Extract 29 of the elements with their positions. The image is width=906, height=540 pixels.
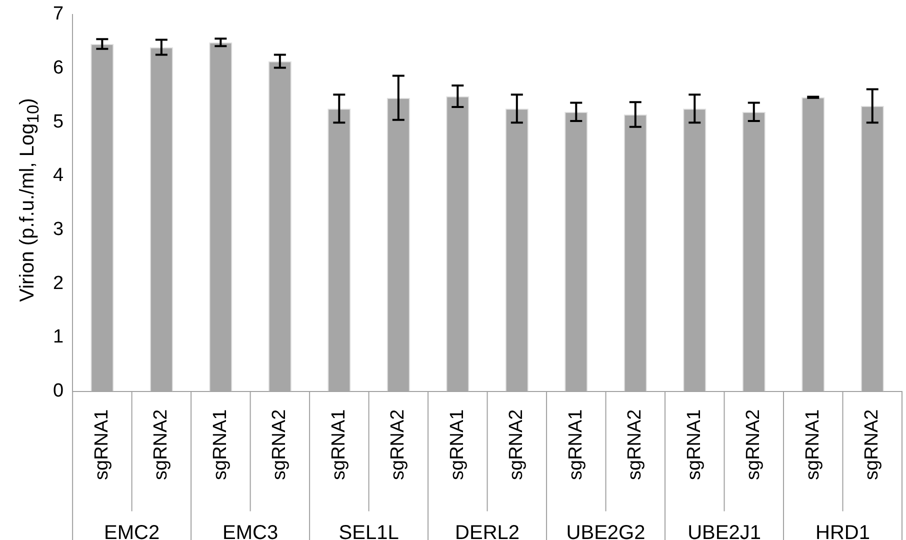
y-tick-label: 3 — [52, 218, 64, 240]
x-tick-label: sgRNA2 — [624, 409, 646, 480]
x-tick-label: sgRNA2 — [388, 409, 409, 480]
y-tick-label: 0 — [52, 380, 64, 402]
y-tick-label: 5 — [52, 111, 64, 132]
x-tick-label: sgRNA1 — [565, 409, 586, 480]
text: DERL2 — [455, 522, 520, 540]
text: EMC3 — [222, 522, 278, 540]
y-tick-label: 4 — [52, 165, 64, 186]
x-tick-label: sgRNA2 — [269, 409, 290, 480]
y-tick-label: 2 — [52, 272, 64, 294]
text: UBE2G2 — [566, 522, 646, 540]
x-tick-label: sgRNA1 — [91, 409, 112, 480]
x-tick-label: sgRNA1 — [446, 409, 468, 480]
y-tick-label: 7 — [52, 4, 64, 25]
text: EMC2 — [104, 522, 160, 540]
x-tick-label: sgRNA2 — [506, 409, 528, 480]
x-tick-label: sgRNA2 — [862, 409, 883, 480]
text: UBE2J1 — [688, 522, 761, 540]
y-tick-label: 1 — [52, 326, 64, 348]
x-tick-label: sgRNA2 — [743, 409, 764, 480]
text: HRD1 — [816, 522, 870, 540]
x-tick-label: sgRNA1 — [802, 409, 824, 480]
x-tick-label: sgRNA1 — [328, 409, 350, 480]
y-tick-label: 6 — [52, 57, 64, 78]
x-tick-label: sgRNA2 — [150, 409, 172, 480]
x-tick-label: sgRNA1 — [684, 409, 705, 480]
text: SEL1L — [338, 522, 399, 540]
x-tick-label: sgRNA1 — [210, 409, 231, 480]
